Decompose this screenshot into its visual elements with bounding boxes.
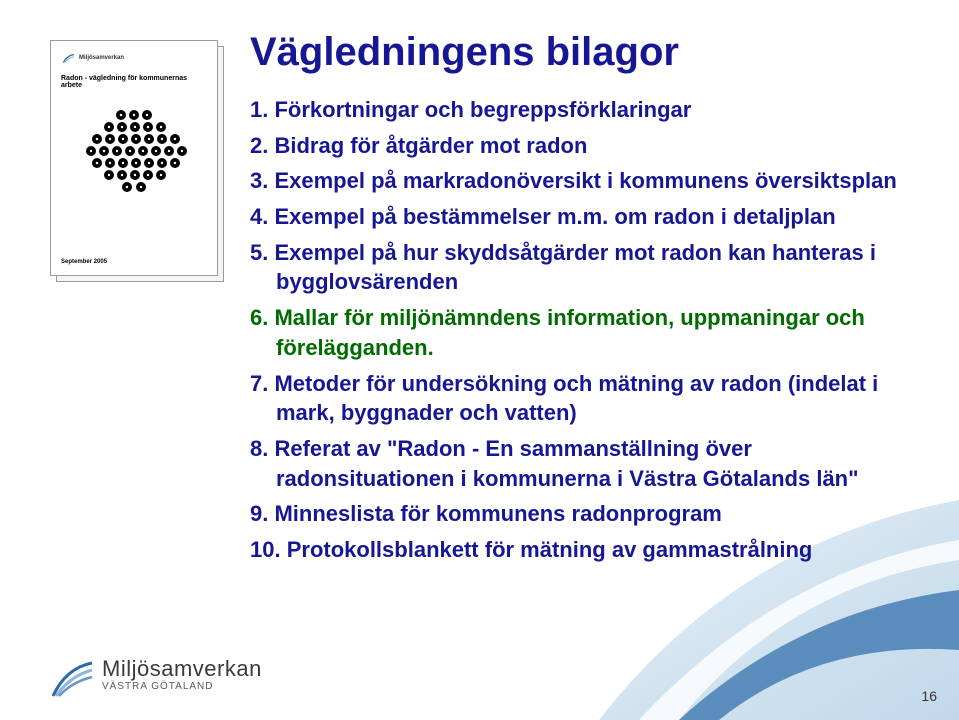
list-item-number: 6. [250, 305, 268, 330]
appendix-list: 1. Förkortningar och begreppsförklaringa… [250, 95, 910, 565]
list-item-text: Exempel på hur skyddsåtgärder mot radon … [268, 240, 876, 295]
slide-title: Vägledningens bilagor [250, 30, 910, 75]
thumbnail-date: September 2005 [61, 259, 107, 265]
list-item: 8. Referat av "Radon - En sammanställnin… [250, 434, 910, 493]
list-item: 3. Exempel på markradonöversikt i kommun… [250, 166, 910, 196]
list-item-number: 5. [250, 240, 268, 265]
footer-sub: VÄSTRA GÖTALAND [102, 682, 262, 692]
list-item: 5. Exempel på hur skyddsåtgärder mot rad… [250, 238, 910, 297]
list-item-text: Exempel på bestämmelser m.m. om radon i … [268, 204, 835, 229]
list-item: 9. Minneslista för kommunens radonprogra… [250, 499, 910, 529]
thumbnail-page: Miljösamverkan Radon - vägledning för ko… [50, 40, 218, 276]
list-item: 10. Protokollsblankett för mätning av ga… [250, 535, 910, 565]
list-item: 4. Exempel på bestämmelser m.m. om radon… [250, 202, 910, 232]
list-item-text: Referat av "Radon - En sammanställning ö… [268, 436, 858, 491]
thumbnail-logo-row: Miljösamverkan [61, 51, 207, 65]
list-item: 1. Förkortningar och begreppsförklaringa… [250, 95, 910, 125]
swirl-icon [61, 51, 75, 65]
list-item-text: Bidrag för åtgärder mot radon [268, 133, 587, 158]
list-item: 6. Mallar för miljönämndens information,… [250, 303, 910, 362]
footer-logo: Miljösamverkan VÄSTRA GÖTALAND [50, 658, 262, 698]
list-item-number: 3. [250, 168, 268, 193]
thumbnail-logo-text: Miljösamverkan [79, 55, 124, 61]
list-item-number: 2. [250, 133, 268, 158]
list-item-text: Exempel på markradonöversikt i kommunens… [268, 168, 896, 193]
list-item-text: Förkortningar och begreppsförklaringar [268, 97, 691, 122]
footer-brand: Miljösamverkan [102, 658, 262, 680]
list-item-text: Protokollsblankett för mätning av gammas… [281, 537, 813, 562]
slide-content: Vägledningens bilagor 1. Förkortningar o… [250, 30, 910, 571]
list-item-number: 4. [250, 204, 268, 229]
list-item-text: Minneslista för kommunens radonprogram [268, 501, 722, 526]
cover-thumbnail: Miljösamverkan Radon - vägledning för ko… [50, 40, 222, 280]
list-item-number: 8. [250, 436, 268, 461]
swirl-icon [50, 658, 94, 698]
thumbnail-graphic [79, 107, 189, 202]
list-item-number: 7. [250, 371, 268, 396]
list-item-number: 9. [250, 501, 268, 526]
list-item-text: Metoder för undersökning och mätning av … [268, 371, 878, 426]
list-item-text: Mallar för miljönämndens information, up… [268, 305, 865, 360]
list-item-number: 10. [250, 537, 281, 562]
thumbnail-title: Radon - vägledning för kommunernas arbet… [61, 75, 207, 89]
page-number: 16 [921, 688, 937, 704]
list-item-number: 1. [250, 97, 268, 122]
list-item: 7. Metoder för undersökning och mätning … [250, 369, 910, 428]
list-item: 2. Bidrag för åtgärder mot radon [250, 131, 910, 161]
